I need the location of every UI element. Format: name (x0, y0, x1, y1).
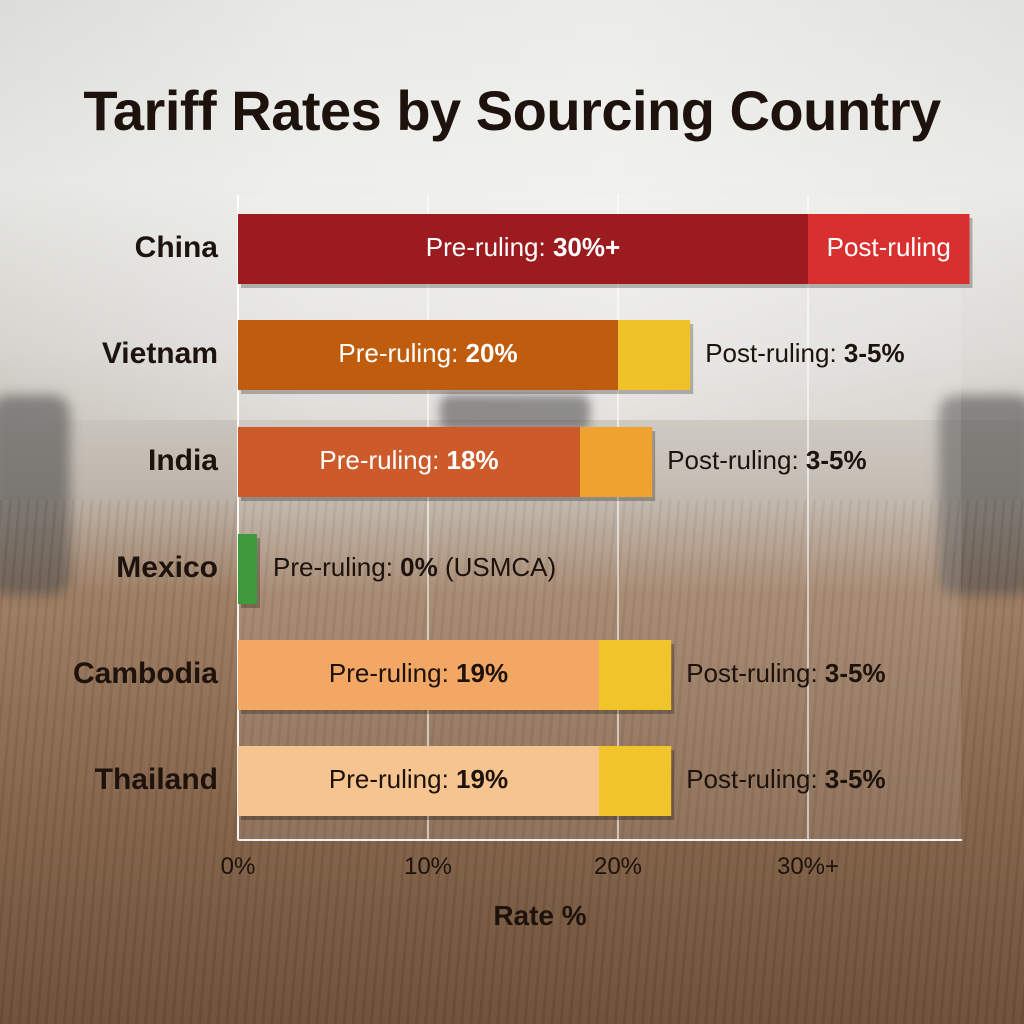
chart-title: Tariff Rates by Sourcing Country (83, 79, 941, 142)
x-axis-title: Rate % (493, 900, 586, 931)
background-chair-right (939, 395, 1024, 595)
bar-pre-china (238, 214, 808, 284)
bar-post-label-thailand: Post-ruling: 3-5% (686, 764, 885, 794)
bar-post-india (580, 427, 653, 497)
bar-post-label-india: Post-ruling: 3-5% (667, 445, 866, 475)
bar-post-thailand (599, 746, 672, 816)
bar-pre-label-vietnam: Pre-ruling: 20% (338, 338, 517, 368)
bar-pre-mexico (238, 534, 257, 604)
bar-post-label-china: Post-ruling (827, 232, 951, 262)
bar-pre-label-thailand: Pre-ruling: 19% (329, 764, 508, 794)
category-label-thailand: Thailand (95, 763, 218, 796)
category-label-cambodia: Cambodia (73, 657, 218, 690)
category-label-mexico: Mexico (116, 551, 218, 584)
background-chair-center (440, 395, 590, 430)
bar-pre-india (238, 427, 580, 497)
x-tick-label-1: 10% (404, 853, 452, 880)
bar-post-label-vietnam: Post-ruling: 3-5% (705, 338, 904, 368)
bar-pre-label-china: Pre-ruling: 30%+ (426, 232, 620, 262)
background-chair-left (0, 395, 70, 595)
plot-area (238, 195, 961, 840)
bar-post-vietnam (618, 320, 691, 390)
bar-pre-label-mexico: Pre-ruling: 0% (USMCA) (273, 552, 556, 582)
bar-pre-vietnam (238, 320, 618, 390)
bar-pre-thailand (238, 746, 599, 816)
x-tick-label-3: 30%+ (777, 853, 839, 880)
bar-pre-label-india: Pre-ruling: 18% (319, 445, 498, 475)
category-label-vietnam: Vietnam (102, 337, 218, 370)
category-label-china: China (135, 231, 219, 264)
bar-pre-cambodia (238, 640, 599, 710)
bar-post-cambodia (599, 640, 672, 710)
bar-post-china (808, 214, 970, 284)
bar-pre-label-cambodia: Pre-ruling: 19% (329, 658, 508, 688)
x-tick-label-2: 20% (594, 853, 642, 880)
bar-post-label-cambodia: Post-ruling: 3-5% (686, 658, 885, 688)
category-label-india: India (148, 444, 218, 477)
x-tick-label-0: 0% (221, 853, 256, 880)
